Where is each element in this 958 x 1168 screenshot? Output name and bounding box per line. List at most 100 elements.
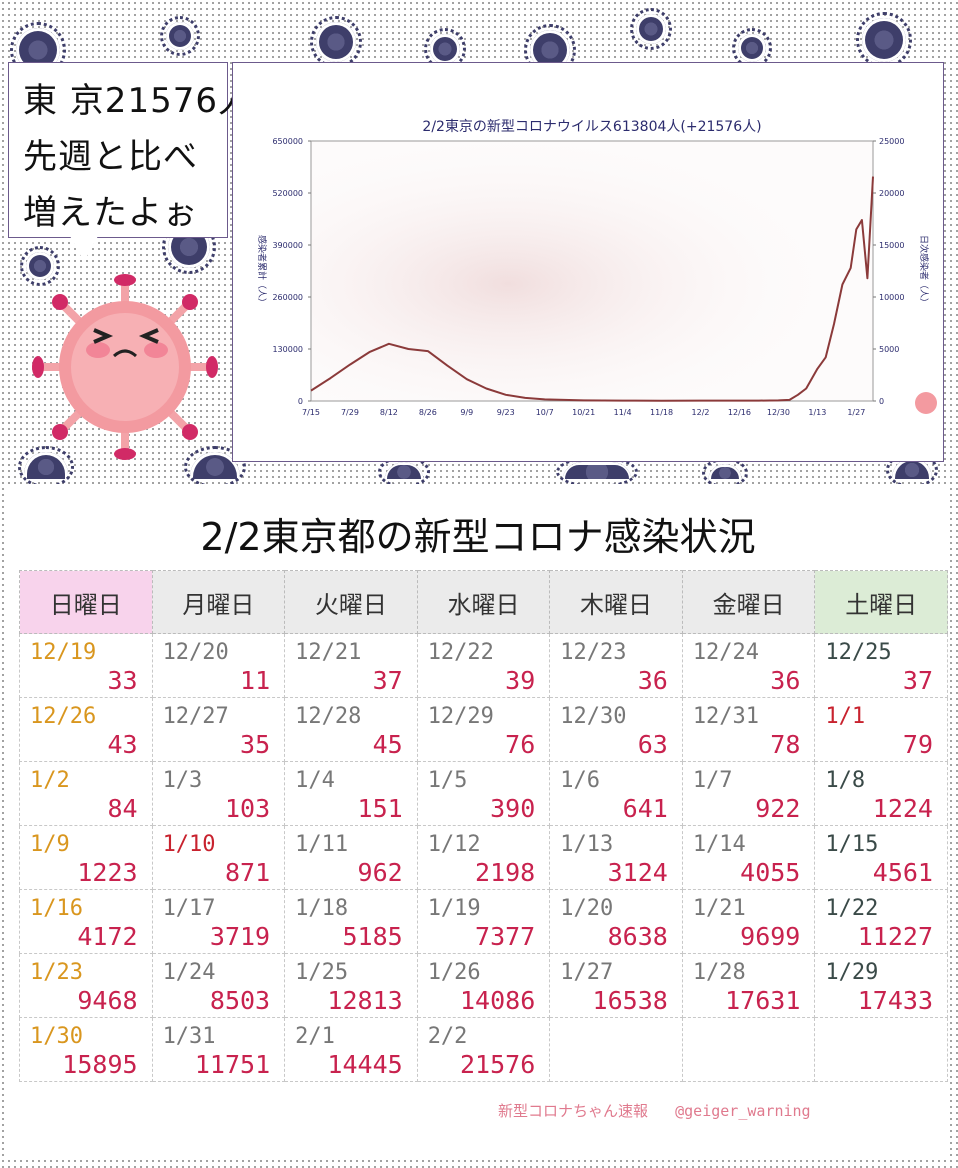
cell-count: 35 <box>240 730 271 759</box>
cell-count: 21576 <box>459 1050 536 1079</box>
y-right-tick-label: 0 <box>879 397 884 406</box>
calendar-cell: 1/18 5185 <box>284 889 418 954</box>
calendar-cell: 1/28 17631 <box>681 953 816 1018</box>
cell-date: 1/16 <box>30 896 83 921</box>
virus-icon <box>856 12 912 68</box>
calendar-row: 1/9 1223 1/10 871 1/11 962 1/12 2198 1/13 3124 1/1… <box>19 825 948 890</box>
cell-count: 4561 <box>872 858 933 887</box>
x-tick-label: 11/4 <box>614 408 632 417</box>
footer-source: 新型コロナちゃん速報 <box>498 1102 649 1120</box>
cell-date: 12/24 <box>692 640 760 665</box>
cell-date: 1/28 <box>692 960 746 985</box>
cell-count: 8503 <box>209 986 271 1015</box>
cell-date: 1/12 <box>427 832 481 857</box>
calendar-cell: 1/22 11227 <box>814 889 948 954</box>
cell-count: 43 <box>107 730 138 759</box>
calendar-cell: 12/23 36 <box>549 633 683 698</box>
calendar-cell: 1/1 79 <box>814 697 948 762</box>
cell-date: 1/30 <box>30 1024 83 1049</box>
cell-count: 3719 <box>209 922 271 951</box>
cell-date: 1/27 <box>560 960 614 985</box>
y-right-axis-label: 日次感染者（人） <box>918 235 930 307</box>
footer-credit: 新型コロナちゃん速報 @geiger_warning <box>498 1100 811 1121</box>
cell-date: 12/30 <box>560 704 627 729</box>
cell-count: 11227 <box>857 922 933 951</box>
cell-count: 390 <box>490 794 536 823</box>
virus-icon <box>424 28 466 70</box>
bubble-line-1: 東 京21576人 <box>23 81 253 121</box>
daily-cases-line <box>310 176 874 402</box>
cell-date: 1/23 <box>30 960 83 985</box>
cell-date: 12/28 <box>295 704 362 729</box>
cell-count: 11751 <box>194 1050 271 1079</box>
y-right-tick-label: 10000 <box>879 293 904 302</box>
calendar-title: 2/2東京都の新型コロナ感染状況 <box>200 515 756 559</box>
weekday-header: 木曜日 <box>549 570 683 634</box>
weekday-header: 火曜日 <box>284 570 418 634</box>
cell-date: 1/26 <box>427 960 481 985</box>
cell-date: 1/9 <box>30 832 70 857</box>
virus-icon <box>160 16 200 56</box>
cell-date: 1/24 <box>162 960 216 985</box>
cell-date: 2/2 <box>427 1024 468 1049</box>
cell-count: 1224 <box>872 794 933 823</box>
cell-date: 12/23 <box>560 640 627 665</box>
cell-count: 2198 <box>475 858 536 887</box>
calendar-row: 1/30 15895 1/31 11751 2/1 14445 2/2 21576 <box>19 1017 948 1082</box>
calendar-cell: 1/7 922 <box>681 761 816 826</box>
cell-count: 37 <box>372 666 403 695</box>
x-tick-label: 12/2 <box>692 408 710 417</box>
cell-count: 45 <box>372 730 403 759</box>
weekday-header: 土曜日 <box>814 570 948 634</box>
weekday-header: 月曜日 <box>151 570 286 634</box>
cell-date: 1/2 <box>30 768 70 793</box>
calendar-cell: 1/19 7377 <box>416 889 551 954</box>
calendar-row: 1/23 9468 1/24 8503 1/25 12813 1/26 14086 1/27 16… <box>19 953 948 1018</box>
calendar-cell: 1/29 17433 <box>814 953 948 1018</box>
cell-date: 12/27 <box>162 704 229 729</box>
cell-date: 1/5 <box>427 768 468 793</box>
cell-count: 9468 <box>77 986 138 1015</box>
cell-count: 103 <box>224 794 271 823</box>
x-tick-label: 10/21 <box>572 408 595 417</box>
calendar-cell: 1/9 1223 <box>19 825 153 890</box>
calendar-panel: 2/2東京都の新型コロナ感染状況 日曜日 月曜日 火曜日 水曜日 木曜日 金曜日 土曜日 1… <box>8 484 948 1158</box>
virus-mascot-icon <box>32 274 218 460</box>
calendar-cell: 1/16 4172 <box>19 889 153 954</box>
cell-count: 922 <box>755 794 801 823</box>
cell-date: 1/15 <box>825 832 879 857</box>
calendar-table: 日曜日 月曜日 火曜日 水曜日 木曜日 金曜日 土曜日 12/19 33 12/20 11 12/2… <box>19 570 948 1082</box>
x-tick-label: 9/23 <box>497 408 515 417</box>
calendar-cell: 12/20 11 <box>151 633 286 698</box>
calendar-cell: 1/23 9468 <box>19 953 153 1018</box>
y-left-tick-label: 260000 <box>272 293 303 302</box>
weekday-header: 水曜日 <box>416 570 551 634</box>
y-left-axis-label: 感染者累計（人） <box>256 235 268 307</box>
x-tick-label: 1/27 <box>847 408 865 417</box>
cell-date: 1/3 <box>162 768 203 793</box>
y-left-tick-label: 0 <box>298 397 303 406</box>
x-tick-label: 12/16 <box>728 408 751 417</box>
cell-date: 12/22 <box>427 640 494 665</box>
cell-count: 1223 <box>77 858 138 887</box>
cell-date: 12/19 <box>30 640 97 665</box>
y-right-tick-label: 25000 <box>879 137 904 146</box>
virus-icon <box>310 16 362 68</box>
calendar-cell: 2/2 21576 <box>416 1017 551 1082</box>
calendar-cell: 1/13 3124 <box>549 825 683 890</box>
cell-count: 16538 <box>592 986 668 1015</box>
cell-date: 1/7 <box>692 768 733 793</box>
x-tick-label: 9/9 <box>460 408 473 417</box>
calendar-cell: 1/20 8638 <box>549 889 683 954</box>
cell-date: 1/17 <box>162 896 216 921</box>
y-left-tick-label: 520000 <box>272 189 303 198</box>
x-tick-label: 12/30 <box>767 408 790 417</box>
x-tick-label: 7/29 <box>341 408 359 417</box>
cell-count: 11 <box>240 666 271 695</box>
virus-icon <box>886 452 938 488</box>
cell-count: 17631 <box>725 986 801 1015</box>
cell-count: 7377 <box>475 922 536 951</box>
calendar-cell: 1/30 15895 <box>19 1017 153 1082</box>
weekday-header: 金曜日 <box>681 570 816 634</box>
speech-bubble: 東 京21576人 先週と比べ 増えたよぉ <box>8 62 252 238</box>
